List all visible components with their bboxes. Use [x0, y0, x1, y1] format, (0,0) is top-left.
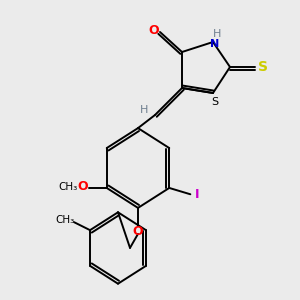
Text: O: O	[133, 225, 143, 239]
Text: I: I	[195, 188, 200, 201]
Text: H: H	[213, 29, 221, 39]
Text: CH₃: CH₃	[58, 182, 77, 192]
Text: O: O	[149, 23, 159, 37]
Text: O: O	[77, 180, 88, 194]
Text: S: S	[212, 97, 219, 107]
Text: CH₃: CH₃	[56, 215, 75, 225]
Text: S: S	[258, 60, 268, 74]
Text: H: H	[140, 105, 148, 115]
Text: N: N	[210, 39, 220, 49]
